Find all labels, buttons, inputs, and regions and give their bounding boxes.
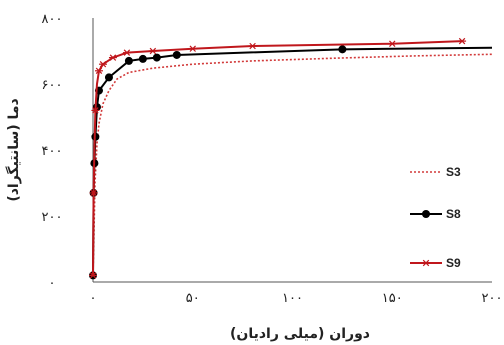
series-s3 (92, 53, 493, 276)
data-point (388, 40, 397, 47)
legend-marker (422, 210, 430, 218)
data-point (89, 189, 98, 197)
series-s8 (89, 45, 493, 280)
y-ticks: ۰ ۲۰۰ ۴۰۰ ۶۰۰ ۸۰۰ (42, 12, 63, 291)
data-point (248, 42, 257, 50)
data-point (138, 54, 147, 63)
series-line (92, 46, 493, 276)
data-point (458, 37, 467, 45)
legend-entry-s9: S9 (410, 256, 461, 270)
data-point (422, 259, 430, 267)
legend-label: S9 (446, 256, 461, 270)
data-point (104, 73, 113, 82)
x-ticks: ۰ ۵۰ ۱۰۰ ۱۵۰ ۲۰۰ (90, 291, 503, 306)
data-point (98, 60, 107, 68)
y-tick-label: ۶۰۰ (42, 78, 63, 93)
data-point (122, 49, 131, 56)
legend-label: S8 (446, 207, 461, 221)
data-point (94, 67, 103, 75)
series-line (92, 40, 463, 276)
x-tick-label: ۲۰۰ (482, 291, 503, 306)
x-tick-label: ۱۰۰ (282, 291, 303, 306)
data-point (172, 50, 181, 59)
data-point (108, 54, 117, 61)
data-point (338, 45, 347, 54)
series-line (92, 53, 493, 276)
data-point (148, 47, 157, 55)
legend-entry-s8: S8 (410, 207, 461, 221)
x-axis-label: دوران (میلی رادیان) (230, 326, 370, 342)
data-point (188, 45, 197, 52)
legend: S3 S8 S9 (410, 165, 461, 270)
data-point (91, 107, 100, 114)
data-point (124, 56, 133, 65)
y-tick-label: ۲۰۰ (42, 210, 63, 225)
series-layer (89, 37, 493, 280)
x-tick-label: ۵۰ (186, 291, 200, 306)
y-axis-label: دما (سانتیگراد) (5, 98, 22, 201)
y-tick-label: ۸۰۰ (42, 12, 63, 27)
data-point (89, 272, 97, 279)
y-tick-label: ۰ (49, 276, 56, 291)
legend-label: S3 (446, 165, 461, 179)
y-tick-label: ۴۰۰ (42, 144, 63, 159)
legend-entry-s3: S3 (410, 165, 461, 179)
x-tick-label: ۰ (90, 291, 97, 306)
data-point (152, 53, 161, 62)
x-tick-label: ۱۵۰ (382, 291, 403, 306)
series-s9 (89, 37, 467, 279)
